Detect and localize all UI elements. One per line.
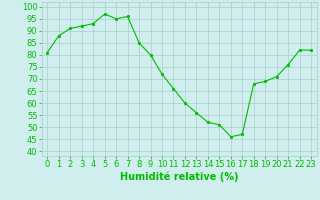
X-axis label: Humidité relative (%): Humidité relative (%) xyxy=(120,172,238,182)
